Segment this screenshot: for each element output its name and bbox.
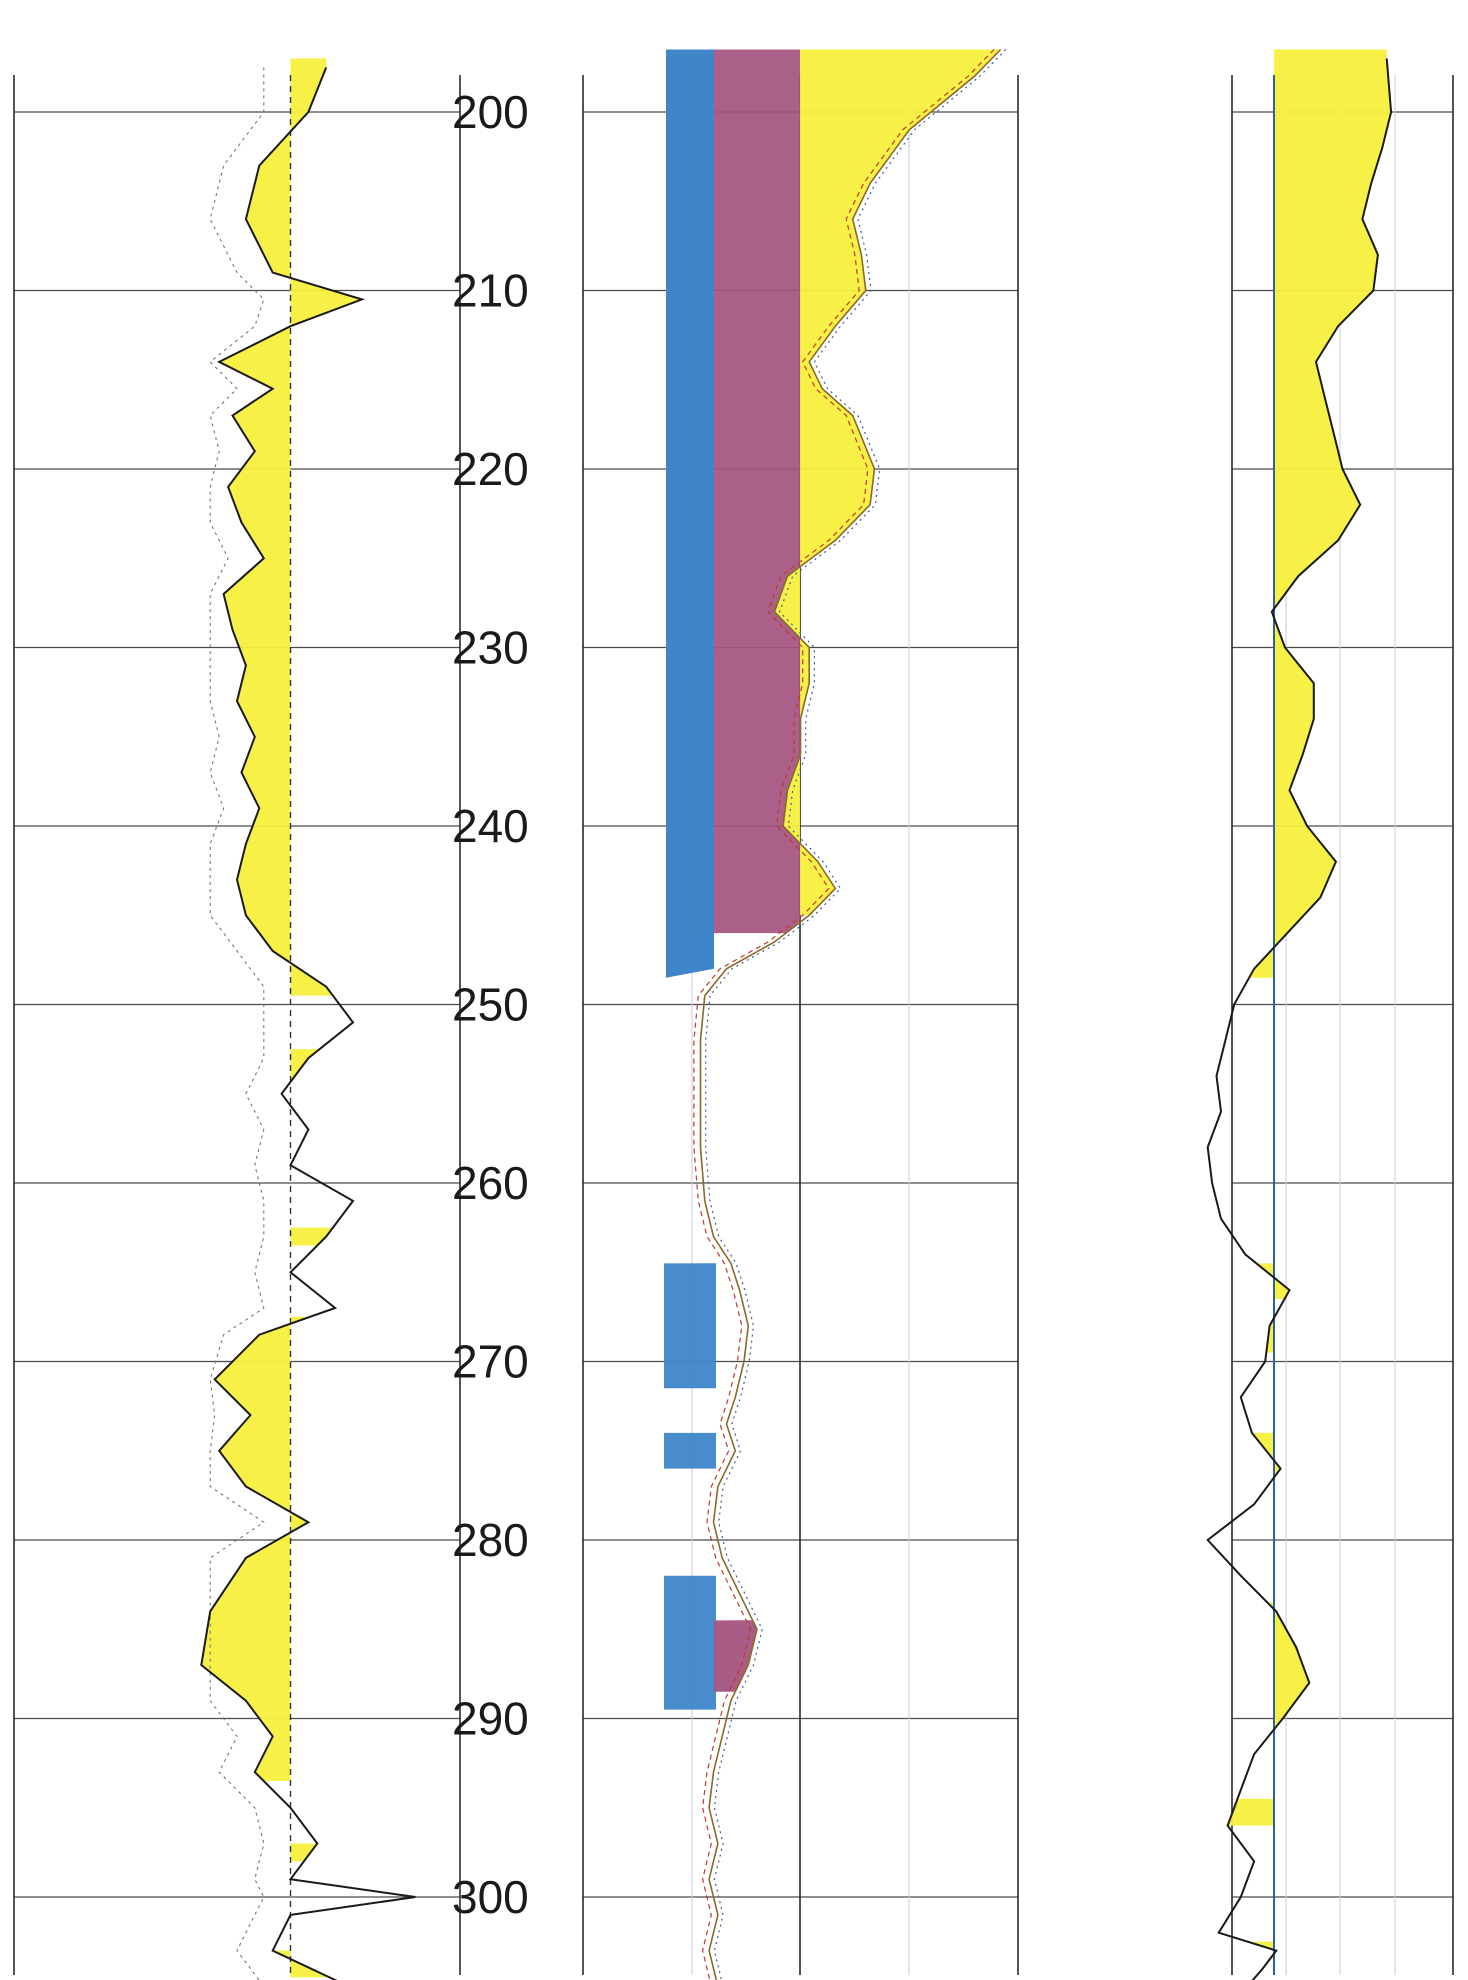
- depth-label-200: 200: [452, 86, 529, 138]
- track3-curve: [1206, 58, 1393, 1980]
- depth-label-300: 300: [452, 1871, 529, 1923]
- track2-small-fill-3: [714, 1620, 757, 1692]
- track1-sand-fill-5: [290, 1843, 318, 1862]
- depth-label-230: 230: [452, 622, 529, 674]
- track3-sand-fill-0: [1249, 49, 1392, 978]
- depth-label-220: 220: [452, 443, 529, 495]
- track1-curve: [200, 67, 416, 1980]
- track2-small-fill-2: [664, 1575, 716, 1710]
- track1-sand-fill-2: [290, 1227, 333, 1246]
- track2-magenta-fill: [714, 49, 800, 934]
- depth-label-260: 260: [452, 1157, 529, 1209]
- track2-red-curve: [693, 49, 995, 1980]
- track-2: [664, 48, 1007, 1980]
- depth-label-270: 270: [452, 1336, 529, 1388]
- track2-blue-fill: [666, 49, 714, 978]
- depth-label-210: 210: [452, 265, 529, 317]
- track1-sand-fill-0: [219, 58, 362, 996]
- track2-small-fill-1: [664, 1432, 716, 1469]
- track-3: [1206, 49, 1393, 1980]
- track2-yellow-fill: [774, 49, 1001, 916]
- depth-label-240: 240: [452, 800, 529, 852]
- track3-sand-fill-1: [1256, 1263, 1290, 1300]
- depth-label-280: 280: [452, 1514, 529, 1566]
- depth-axis-labels: 200 210 220 230 240 250 260 270 280 290 300: [452, 86, 529, 1923]
- track2-curve: [699, 48, 1002, 1980]
- track1-sand-fill-1: [288, 1049, 320, 1085]
- track-1: [200, 58, 416, 1980]
- track1-secondary-curve: [209, 67, 265, 1980]
- depth-label-290: 290: [452, 1693, 529, 1745]
- track2-blue-curve: [705, 49, 1007, 1980]
- track3-sand-fill-5: [1227, 1798, 1274, 1826]
- depth-label-250: 250: [452, 979, 529, 1031]
- track2-small-fill-0: [664, 1263, 716, 1389]
- track3-sand-fill-6: [1247, 1941, 1277, 1960]
- track1-sand-fill-3: [214, 1316, 310, 1549]
- track1-sand-fill-4: [201, 1548, 291, 1781]
